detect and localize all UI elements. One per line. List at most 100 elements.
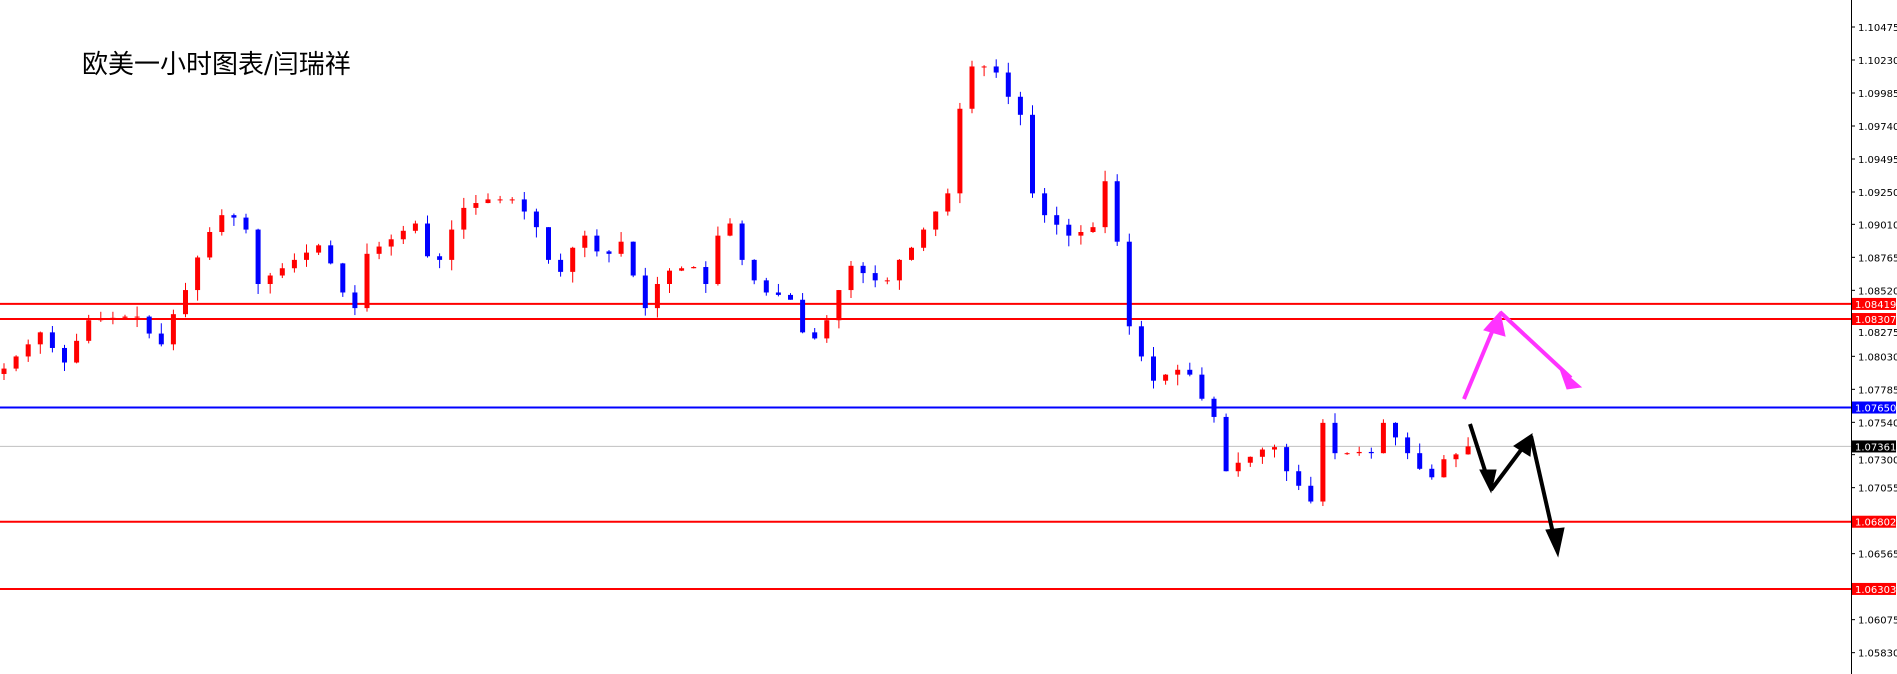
y-tick-label: 1.09250 — [1858, 188, 1897, 199]
candle-body — [122, 316, 128, 318]
candle-body — [558, 259, 564, 272]
candle-body — [291, 259, 297, 269]
candle-body — [1054, 215, 1060, 225]
candle-body — [1187, 369, 1193, 375]
candle-body — [1247, 456, 1253, 463]
candle-body — [800, 299, 806, 333]
candle-body — [594, 235, 600, 252]
candle-body — [533, 211, 539, 228]
candle-body — [751, 259, 757, 281]
candle-body — [412, 223, 418, 231]
candle-body — [98, 319, 104, 321]
price-tag-label: 1.07650 — [1855, 404, 1896, 415]
candle-body — [1078, 232, 1084, 236]
candle-body — [679, 268, 685, 271]
candle-body — [1284, 447, 1290, 472]
price-tag-bg — [1852, 297, 1896, 310]
chart-title: 欧美一小时图表/闫瑞祥 — [82, 50, 351, 80]
candle-body — [364, 253, 370, 309]
candle-body — [1272, 447, 1277, 450]
candle-body — [74, 340, 80, 363]
magenta-arrow-path — [1462, 310, 1583, 400]
candle-body — [1320, 422, 1326, 502]
candle-body — [134, 316, 140, 318]
candle-body — [497, 199, 503, 201]
candle-body — [1235, 462, 1241, 472]
candle-body — [1441, 459, 1447, 478]
candle-body — [654, 283, 660, 309]
y-tick-label: 1.08765 — [1858, 253, 1897, 264]
candle-body — [739, 223, 745, 260]
candle-body — [231, 215, 237, 218]
candle-body — [642, 275, 648, 309]
candle-body — [1393, 422, 1398, 438]
candle-body — [86, 320, 92, 341]
price-tag-label: 1.08419 — [1855, 300, 1896, 311]
y-tick-label: 1.10475 — [1858, 23, 1897, 34]
candle-body — [1005, 72, 1011, 97]
price-tag-bg — [1852, 313, 1896, 326]
candle-body — [933, 211, 939, 230]
candle-body — [1175, 369, 1181, 375]
y-tick-label: 1.06565 — [1858, 550, 1897, 561]
price-tag-bg — [1852, 582, 1896, 595]
y-tick-label: 1.07540 — [1858, 418, 1897, 429]
candle-body — [207, 232, 213, 258]
current-price-tag-bg — [1852, 440, 1896, 453]
candle-body — [945, 193, 951, 212]
candle-body — [896, 259, 902, 281]
price-tag-bg — [1852, 515, 1896, 528]
candle-body — [1380, 422, 1386, 454]
candle-body — [618, 241, 624, 254]
candle-body — [1308, 485, 1314, 502]
candle-body — [1356, 451, 1362, 454]
candle-body — [1163, 374, 1169, 381]
candle-body — [860, 265, 866, 274]
candle-body — [1042, 193, 1048, 216]
candle-body — [1223, 416, 1229, 472]
candle-body — [485, 199, 491, 204]
candle-body — [352, 292, 358, 309]
candle-body — [570, 247, 576, 272]
candle-body — [400, 230, 406, 240]
candle-body — [848, 265, 854, 291]
price-tag-label: 1.08307 — [1855, 315, 1896, 326]
y-tick-label: 1.10230 — [1858, 56, 1897, 67]
candle-body — [1211, 398, 1217, 417]
candle-body — [909, 247, 914, 260]
candle-body — [1344, 453, 1350, 455]
candle-body — [243, 217, 249, 230]
candle-body — [521, 199, 527, 212]
candle-body — [1090, 227, 1096, 233]
candle-body — [449, 229, 455, 260]
candle-body — [1126, 241, 1132, 327]
candle-body — [328, 245, 334, 264]
price-tag-label: 1.06303 — [1855, 585, 1896, 596]
candle-body — [981, 66, 987, 68]
y-tick-label: 1.08520 — [1858, 286, 1897, 297]
candle-body — [872, 273, 878, 281]
price-tag-bg — [1852, 401, 1896, 414]
current-price-label: 1.07361 — [1855, 442, 1896, 453]
candle-body — [437, 256, 443, 260]
candle-body — [13, 356, 19, 369]
y-tick-label: 1.07300 — [1858, 455, 1897, 466]
candle-body — [667, 270, 672, 284]
y-tick-label: 1.08275 — [1858, 328, 1897, 339]
candle-body — [1114, 181, 1120, 242]
y-tick-label: 1.07055 — [1858, 484, 1897, 495]
candle-body — [763, 280, 769, 293]
candle-body — [267, 275, 273, 284]
candle-body — [775, 292, 781, 295]
candle-body — [304, 252, 309, 260]
candle-body — [255, 229, 261, 284]
candle-body — [509, 199, 515, 201]
candle-body — [195, 257, 201, 291]
candle-body — [425, 223, 430, 257]
candle-body — [110, 317, 116, 320]
candle-body — [1017, 96, 1023, 115]
candle-body — [703, 267, 709, 284]
candle-body — [37, 332, 43, 345]
candle-body — [62, 347, 67, 363]
candle-body — [279, 268, 285, 276]
